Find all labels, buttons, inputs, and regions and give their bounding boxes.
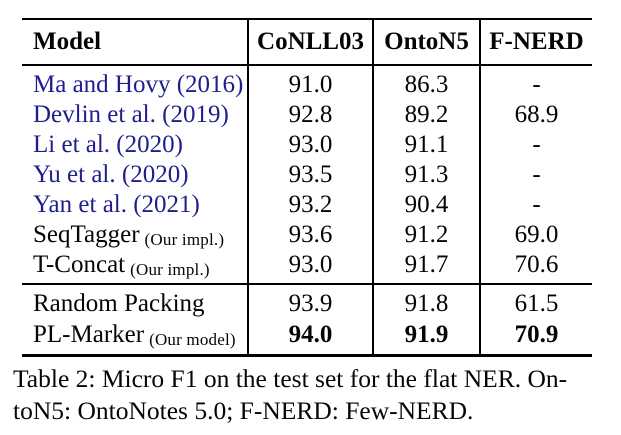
- score-cell: 89.2: [372, 100, 480, 130]
- model-cell: Yu et al. (2020): [22, 160, 248, 190]
- table-row: PL-Marker (Our model) 94.0 91.9 70.9: [22, 319, 592, 356]
- model-cell: Li et al. (2020): [22, 130, 248, 160]
- column-header-fnerd: F-NERD: [479, 19, 592, 65]
- table-caption-line2: toN5: OntoNotes 5.0; F-NERD: Few-NERD.: [13, 396, 474, 425]
- model-cell: Random Packing: [22, 284, 248, 319]
- score-cell: 91.2: [372, 220, 480, 250]
- table-row: Random Packing 93.9 91.8 61.5: [22, 284, 592, 319]
- table-caption-line1: Table 2: Micro F1 on the test set for th…: [13, 364, 568, 393]
- flat-ner-results-table: Model CoNLL03 OntoN5 F-NERD Ma and Hovy …: [22, 18, 592, 357]
- score-cell: 91.1: [372, 130, 480, 160]
- table-caption: Table 2: Micro F1 on the test set for th…: [13, 363, 611, 427]
- score-cell: 86.3: [372, 65, 480, 100]
- score-cell: -: [479, 190, 592, 220]
- score-cell: 70.6: [479, 250, 592, 284]
- score-cell: 91.0: [247, 65, 373, 100]
- model-name: PL-Marker: [33, 320, 145, 348]
- score-cell: 70.9: [479, 319, 592, 356]
- table-group-baselines: Ma and Hovy (2016) 91.0 86.3- Devlin et al.…: [22, 65, 592, 284]
- score-cell: -: [479, 65, 592, 100]
- model-note: (Our impl.): [130, 260, 210, 279]
- score-cell: 93.0: [247, 130, 373, 160]
- table-row: T-Concat (Our impl.) 93.0 91.7 70.6: [22, 250, 592, 284]
- table-group-ours: Random Packing 93.9 91.8 61.5 PL-Marker (Our …: [22, 284, 592, 356]
- model-name: T-Concat: [33, 251, 126, 278]
- score-cell: 93.9: [247, 284, 373, 319]
- score-cell: 93.6: [247, 220, 373, 250]
- score-cell: -: [479, 130, 592, 160]
- table-row: Devlin et al. (2019) 92.8 89.2 68.9: [22, 100, 592, 130]
- column-header-onton5: OntoN5: [372, 19, 480, 65]
- model-cell: T-Concat (Our impl.): [22, 250, 248, 284]
- table-header-row: Model CoNLL03 OntoN5 F-NERD: [22, 19, 592, 65]
- score-cell: 91.8: [372, 284, 480, 319]
- table-header: Model CoNLL03 OntoN5 F-NERD: [22, 19, 592, 65]
- model-cell: Yan et al. (2021): [22, 190, 248, 220]
- table-row: Ma and Hovy (2016) 91.0 86.3-: [22, 65, 592, 100]
- table-row: Yan et al. (2021) 93.2 90.4-: [22, 190, 592, 220]
- model-name: SeqTagger: [33, 221, 140, 248]
- score-cell: 91.7: [372, 250, 480, 284]
- model-cell: SeqTagger (Our impl.): [22, 220, 248, 250]
- table-row: SeqTagger (Our impl.) 93.6 91.2 69.0: [22, 220, 592, 250]
- model-note: (Our model): [149, 329, 236, 349]
- citation-link[interactable]: Yan et al. (2021): [33, 191, 200, 218]
- score-cell: 91.9: [372, 319, 480, 356]
- score-cell: 93.2: [247, 190, 373, 220]
- model-cell: PL-Marker (Our model): [22, 319, 248, 356]
- column-header-conll03: CoNLL03: [247, 19, 373, 65]
- citation-link[interactable]: Ma and Hovy (2016): [33, 71, 244, 98]
- model-cell: Ma and Hovy (2016): [22, 65, 248, 100]
- score-cell: 90.4: [372, 190, 480, 220]
- model-cell: Devlin et al. (2019): [22, 100, 248, 130]
- score-cell: 94.0: [247, 319, 373, 356]
- citation-link[interactable]: Li et al. (2020): [33, 131, 183, 158]
- score-cell: 93.5: [247, 160, 373, 190]
- score-cell: 69.0: [479, 220, 592, 250]
- model-note: (Our impl.): [144, 230, 225, 249]
- score-cell: 61.5: [479, 284, 592, 319]
- column-header-model: Model: [33, 28, 102, 55]
- citation-link[interactable]: Devlin et al. (2019): [33, 101, 229, 128]
- citation-link[interactable]: Yu et al. (2020): [33, 161, 189, 188]
- score-cell: 93.0: [247, 250, 373, 284]
- table-row: Li et al. (2020) 93.0 91.1-: [22, 130, 592, 160]
- model-name: Random Packing: [33, 289, 205, 317]
- score-cell: 91.3: [372, 160, 480, 190]
- score-cell: 68.9: [479, 100, 592, 130]
- table-row: Yu et al. (2020) 93.5 91.3-: [22, 160, 592, 190]
- score-cell: -: [479, 160, 592, 190]
- score-cell: 92.8: [247, 100, 373, 130]
